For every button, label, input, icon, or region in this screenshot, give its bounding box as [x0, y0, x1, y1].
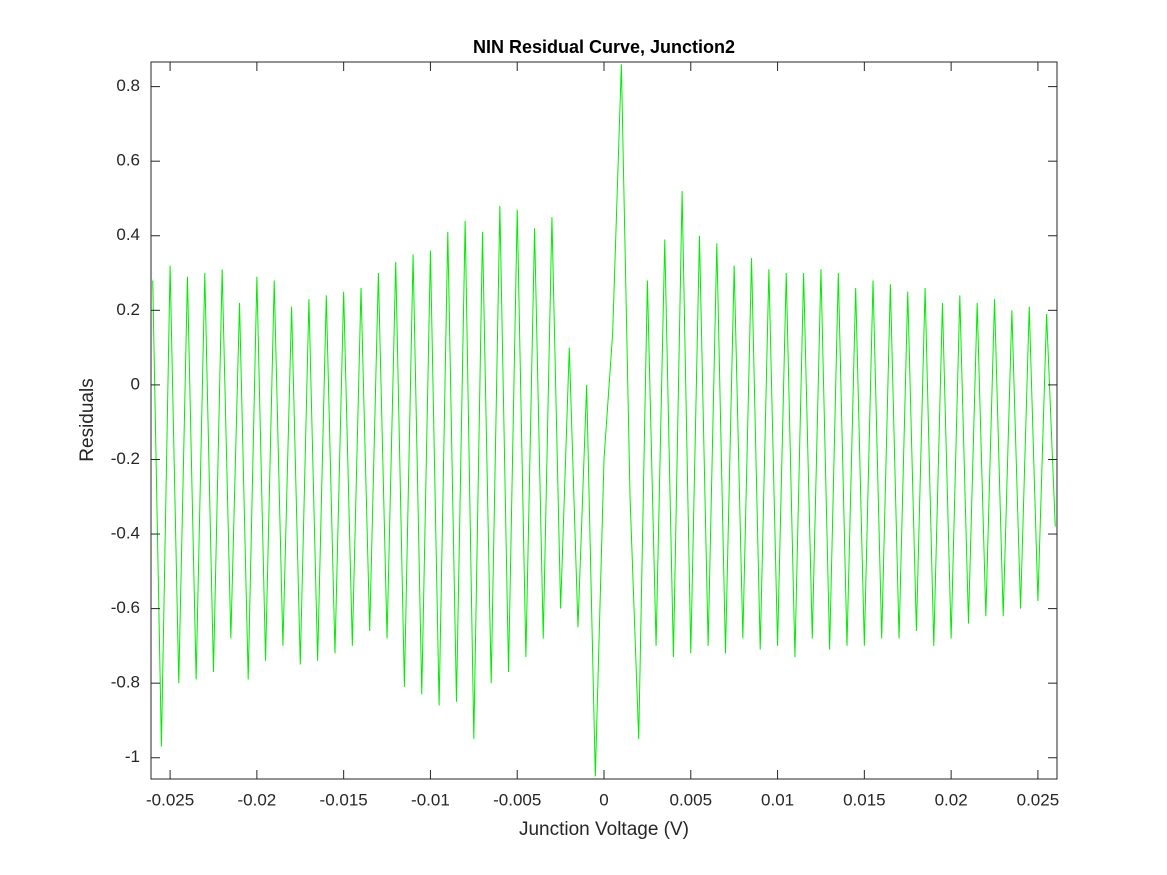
x-tick-label: 0.005: [670, 790, 713, 809]
data-line: [152, 64, 1056, 777]
y-tick-label: -0.4: [111, 524, 140, 543]
y-tick-label: 0.4: [116, 225, 140, 244]
y-tick-label: -0.2: [111, 449, 140, 468]
y-tick-label: -0.6: [111, 598, 140, 617]
x-tick-label: -0.015: [320, 790, 368, 809]
y-tick-label: -0.8: [111, 673, 140, 692]
x-tick-label: -0.01: [411, 790, 450, 809]
x-tick-label: -0.005: [493, 790, 541, 809]
x-tick-label: 0.01: [761, 790, 794, 809]
x-tick-label: 0.015: [843, 790, 886, 809]
y-tick-label: 0: [131, 374, 140, 393]
y-tick-label: 0.6: [116, 151, 140, 170]
x-tick-label: -0.025: [146, 790, 194, 809]
x-axis-label: Junction Voltage (V): [519, 819, 689, 840]
y-tick-label: -1: [125, 747, 140, 766]
y-tick-label: 0.2: [116, 300, 140, 319]
x-tick-label: -0.02: [237, 790, 276, 809]
x-tick-label: 0: [599, 790, 608, 809]
x-tick-label: 0.02: [935, 790, 968, 809]
y-axis-label: Residuals: [77, 378, 98, 461]
y-tick-label: 0.8: [116, 76, 140, 95]
chart-title: NIN Residual Curve, Junction2: [473, 37, 735, 57]
x-tick-label: 0.025: [1017, 790, 1060, 809]
